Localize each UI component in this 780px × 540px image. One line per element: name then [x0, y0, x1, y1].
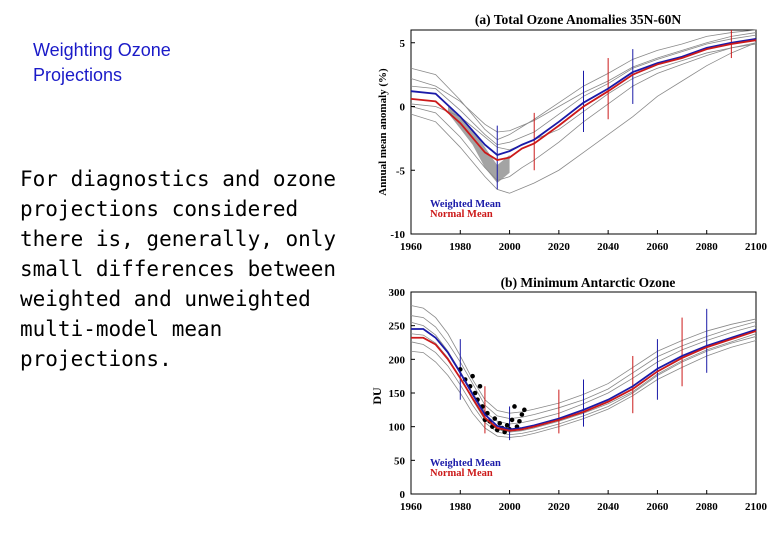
legend-normal-mean: Normal Mean	[430, 468, 493, 479]
observation-point	[517, 418, 522, 424]
x-tick-label: 1960	[400, 241, 423, 253]
normal-mean-line	[411, 330, 757, 432]
observation-point	[522, 407, 527, 413]
model-line	[410, 336, 757, 436]
y-tick-label: 0	[400, 489, 406, 501]
y-tick-label: 250	[389, 321, 406, 333]
x-tick-label: 2020	[548, 501, 571, 513]
observation-point	[485, 410, 490, 416]
chart-b-title: (b) Minimum Antarctic Ozone	[501, 275, 676, 290]
y-tick-label: 0	[400, 102, 406, 114]
y-tick-label: 150	[389, 388, 406, 400]
weighted-mean-line	[410, 38, 757, 156]
slide-title: Weighting Ozone Projections	[33, 38, 333, 88]
chart-b-plot	[410, 305, 757, 441]
x-tick-label: 2080	[696, 241, 719, 253]
x-tick-label: 2040	[597, 241, 620, 253]
x-tick-label: 1980	[449, 241, 472, 253]
y-tick-label: 200	[389, 354, 406, 366]
legend-weighted-mean: Weighted Mean	[430, 199, 501, 210]
body-line: projections considered	[20, 197, 299, 221]
body-line: weighted and unweighted	[20, 287, 311, 311]
observation-point	[509, 417, 515, 423]
observation-point	[502, 429, 507, 435]
observation-point	[504, 423, 510, 428]
observation-point	[492, 416, 498, 421]
chart-a-y-ticks: 5 0 -5 -10	[390, 38, 415, 241]
observation-point	[470, 373, 475, 379]
x-tick-label: 2100	[745, 501, 768, 513]
observation-point	[519, 412, 525, 417]
observation-point	[477, 383, 483, 389]
x-tick-label: 2080	[696, 501, 719, 513]
body-line: For diagnostics and ozone	[20, 167, 337, 191]
x-tick-label: 2040	[597, 501, 620, 513]
x-tick-label: 2020	[548, 241, 571, 253]
model-line	[410, 340, 757, 438]
model-line	[410, 34, 757, 146]
y-tick-label: -10	[390, 229, 405, 241]
x-tick-label: 2060	[646, 501, 669, 513]
observation-point	[512, 404, 517, 409]
model-line	[410, 315, 757, 419]
chart-a-ylabel: Annual mean anomaly (%)	[377, 68, 389, 196]
body-line: small differences between	[20, 257, 337, 281]
model-line	[410, 43, 757, 181]
y-tick-label: 50	[394, 455, 406, 467]
x-tick-label: 2100	[745, 241, 768, 253]
chart-b: (b) Minimum Antarctic Ozone DU 1960 1980 2…	[370, 275, 768, 513]
observation-point	[497, 421, 503, 426]
chart-b-y-ticks: 300 250 200 150 100 50 0	[389, 287, 415, 501]
legend-weighted-mean: Weighted Mean	[430, 458, 501, 469]
y-tick-label: 300	[389, 287, 406, 299]
chart-a-title: (a) Total Ozone Anomalies 35N-60N	[475, 12, 682, 27]
legend-normal-mean: Normal Mean	[430, 209, 493, 220]
slide-title-line: Projections	[33, 65, 123, 85]
x-tick-label: 2060	[646, 241, 669, 253]
y-tick-label: 100	[389, 422, 406, 434]
normal-mean-line	[410, 39, 757, 162]
slide-title-line: Weighting Ozone	[33, 40, 171, 60]
x-tick-label: 2000	[499, 241, 522, 253]
body-line: multi-model mean	[20, 317, 223, 341]
model-line	[410, 29, 757, 141]
body-line: there is, generally, only	[20, 227, 337, 251]
observation-point	[472, 390, 478, 396]
model-line	[410, 42, 757, 151]
model-line	[410, 42, 757, 194]
ozone-figure: (a) Total Ozone Anomalies 35N-60N Annual…	[370, 12, 768, 513]
slide-body-text: For diagnostics and ozone projections co…	[20, 164, 372, 374]
x-tick-label: 1960	[400, 501, 423, 513]
x-tick-label: 2000	[499, 501, 522, 513]
x-tick-label: 1980	[449, 501, 472, 513]
y-tick-label: 5	[400, 38, 406, 50]
chart-b-ylabel: DU	[370, 387, 384, 405]
chart-a-plot	[410, 29, 757, 194]
chart-b-x-ticks: 1960 1980 2000 2020 2040 2060 2080 2100	[400, 490, 768, 513]
chart-a: (a) Total Ozone Anomalies 35N-60N Annual…	[377, 12, 768, 253]
weighted-mean-line	[411, 328, 757, 431]
chart-a-x-ticks: 1960 1980 2000 2020 2040 2060 2080 2100	[400, 230, 768, 253]
y-tick-label: -5	[396, 165, 406, 177]
body-line: projections.	[20, 347, 172, 371]
model-line	[410, 305, 757, 414]
chart-a-frame	[410, 29, 757, 235]
model-line	[410, 32, 757, 133]
